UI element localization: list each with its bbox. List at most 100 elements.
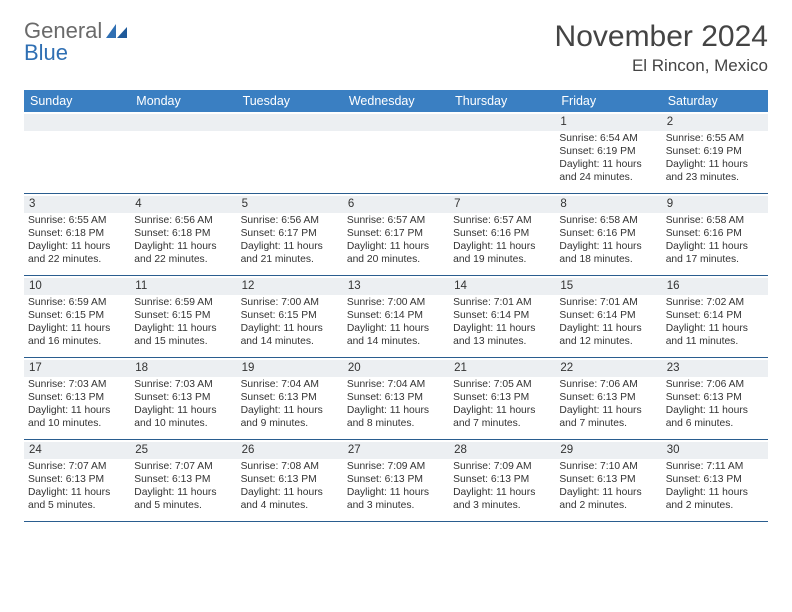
day-cell: 5Sunrise: 6:56 AMSunset: 6:17 PMDaylight… xyxy=(237,194,343,275)
daylight-line: Daylight: 11 hours and 14 minutes. xyxy=(241,322,339,348)
dow-cell: Thursday xyxy=(449,90,555,112)
day-cell: 26Sunrise: 7:08 AMSunset: 6:13 PMDayligh… xyxy=(237,440,343,521)
sunrise-line: Sunrise: 7:07 AM xyxy=(28,460,126,473)
dow-cell: Tuesday xyxy=(237,90,343,112)
logo-word-blue: Blue xyxy=(24,40,68,65)
dow-cell: Wednesday xyxy=(343,90,449,112)
day-number: 27 xyxy=(343,442,449,459)
sunset-line: Sunset: 6:14 PM xyxy=(347,309,445,322)
sunrise-line: Sunrise: 7:00 AM xyxy=(347,296,445,309)
daylight-line: Daylight: 11 hours and 10 minutes. xyxy=(134,404,232,430)
sunrise-line: Sunrise: 7:08 AM xyxy=(241,460,339,473)
daylight-line: Daylight: 11 hours and 22 minutes. xyxy=(134,240,232,266)
week-row: 3Sunrise: 6:55 AMSunset: 6:18 PMDaylight… xyxy=(24,194,768,276)
day-number: 17 xyxy=(24,360,130,377)
day-cell: 4Sunrise: 6:56 AMSunset: 6:18 PMDaylight… xyxy=(130,194,236,275)
day-cell: 19Sunrise: 7:04 AMSunset: 6:13 PMDayligh… xyxy=(237,358,343,439)
sunrise-line: Sunrise: 6:55 AM xyxy=(666,132,764,145)
sunset-line: Sunset: 6:18 PM xyxy=(134,227,232,240)
sunrise-line: Sunrise: 7:09 AM xyxy=(453,460,551,473)
day-cell: 6Sunrise: 6:57 AMSunset: 6:17 PMDaylight… xyxy=(343,194,449,275)
daylight-line: Daylight: 11 hours and 22 minutes. xyxy=(28,240,126,266)
daylight-line: Daylight: 11 hours and 7 minutes. xyxy=(453,404,551,430)
day-number: 22 xyxy=(555,360,661,377)
sunset-line: Sunset: 6:17 PM xyxy=(347,227,445,240)
day-number: 13 xyxy=(343,278,449,295)
sunrise-line: Sunrise: 6:56 AM xyxy=(134,214,232,227)
sunset-line: Sunset: 6:13 PM xyxy=(666,473,764,486)
day-number: 21 xyxy=(449,360,555,377)
daylight-line: Daylight: 11 hours and 5 minutes. xyxy=(28,486,126,512)
sunset-line: Sunset: 6:19 PM xyxy=(559,145,657,158)
daylight-line: Daylight: 11 hours and 2 minutes. xyxy=(666,486,764,512)
dow-cell: Friday xyxy=(555,90,661,112)
daylight-line: Daylight: 11 hours and 5 minutes. xyxy=(134,486,232,512)
sunset-line: Sunset: 6:13 PM xyxy=(347,473,445,486)
sunset-line: Sunset: 6:13 PM xyxy=(241,473,339,486)
day-number: 15 xyxy=(555,278,661,295)
day-cell: 22Sunrise: 7:06 AMSunset: 6:13 PMDayligh… xyxy=(555,358,661,439)
day-cell: 30Sunrise: 7:11 AMSunset: 6:13 PMDayligh… xyxy=(662,440,768,521)
day-number xyxy=(130,114,236,131)
sunrise-line: Sunrise: 7:02 AM xyxy=(666,296,764,309)
daylight-line: Daylight: 11 hours and 12 minutes. xyxy=(559,322,657,348)
sunset-line: Sunset: 6:16 PM xyxy=(666,227,764,240)
sunset-line: Sunset: 6:19 PM xyxy=(666,145,764,158)
daylight-line: Daylight: 11 hours and 11 minutes. xyxy=(666,322,764,348)
day-number: 19 xyxy=(237,360,343,377)
sunset-line: Sunset: 6:14 PM xyxy=(453,309,551,322)
sunset-line: Sunset: 6:18 PM xyxy=(28,227,126,240)
sunrise-line: Sunrise: 7:03 AM xyxy=(134,378,232,391)
day-number: 14 xyxy=(449,278,555,295)
day-number xyxy=(449,114,555,131)
daylight-line: Daylight: 11 hours and 21 minutes. xyxy=(241,240,339,266)
day-cell xyxy=(343,112,449,193)
sunrise-line: Sunrise: 6:56 AM xyxy=(241,214,339,227)
day-cell: 24Sunrise: 7:07 AMSunset: 6:13 PMDayligh… xyxy=(24,440,130,521)
sunset-line: Sunset: 6:13 PM xyxy=(28,473,126,486)
day-cell: 15Sunrise: 7:01 AMSunset: 6:14 PMDayligh… xyxy=(555,276,661,357)
daylight-line: Daylight: 11 hours and 20 minutes. xyxy=(347,240,445,266)
daylight-line: Daylight: 11 hours and 15 minutes. xyxy=(134,322,232,348)
sunrise-line: Sunrise: 7:01 AM xyxy=(453,296,551,309)
day-cell: 14Sunrise: 7:01 AMSunset: 6:14 PMDayligh… xyxy=(449,276,555,357)
day-cell: 20Sunrise: 7:04 AMSunset: 6:13 PMDayligh… xyxy=(343,358,449,439)
week-row: 1Sunrise: 6:54 AMSunset: 6:19 PMDaylight… xyxy=(24,112,768,194)
sunset-line: Sunset: 6:17 PM xyxy=(241,227,339,240)
day-cell: 25Sunrise: 7:07 AMSunset: 6:13 PMDayligh… xyxy=(130,440,236,521)
sunset-line: Sunset: 6:14 PM xyxy=(666,309,764,322)
day-number xyxy=(343,114,449,131)
day-cell: 12Sunrise: 7:00 AMSunset: 6:15 PMDayligh… xyxy=(237,276,343,357)
sunrise-line: Sunrise: 7:06 AM xyxy=(559,378,657,391)
sunrise-line: Sunrise: 6:58 AM xyxy=(666,214,764,227)
daylight-line: Daylight: 11 hours and 3 minutes. xyxy=(347,486,445,512)
sunrise-line: Sunrise: 7:07 AM xyxy=(134,460,232,473)
daylight-line: Daylight: 11 hours and 7 minutes. xyxy=(559,404,657,430)
sunrise-line: Sunrise: 7:03 AM xyxy=(28,378,126,391)
week-row: 24Sunrise: 7:07 AMSunset: 6:13 PMDayligh… xyxy=(24,440,768,522)
daylight-line: Daylight: 11 hours and 2 minutes. xyxy=(559,486,657,512)
day-cell: 10Sunrise: 6:59 AMSunset: 6:15 PMDayligh… xyxy=(24,276,130,357)
sunset-line: Sunset: 6:13 PM xyxy=(559,473,657,486)
day-cell: 11Sunrise: 6:59 AMSunset: 6:15 PMDayligh… xyxy=(130,276,236,357)
month-title: November 2024 xyxy=(555,20,768,54)
sunset-line: Sunset: 6:13 PM xyxy=(28,391,126,404)
day-cell xyxy=(237,112,343,193)
logo: General Blue xyxy=(24,20,128,64)
sunset-line: Sunset: 6:13 PM xyxy=(559,391,657,404)
sunset-line: Sunset: 6:16 PM xyxy=(453,227,551,240)
weeks-container: 1Sunrise: 6:54 AMSunset: 6:19 PMDaylight… xyxy=(24,112,768,522)
sunrise-line: Sunrise: 6:58 AM xyxy=(559,214,657,227)
daylight-line: Daylight: 11 hours and 17 minutes. xyxy=(666,240,764,266)
daylight-line: Daylight: 11 hours and 18 minutes. xyxy=(559,240,657,266)
day-cell: 7Sunrise: 6:57 AMSunset: 6:16 PMDaylight… xyxy=(449,194,555,275)
day-number: 7 xyxy=(449,196,555,213)
daylight-line: Daylight: 11 hours and 4 minutes. xyxy=(241,486,339,512)
day-cell: 1Sunrise: 6:54 AMSunset: 6:19 PMDaylight… xyxy=(555,112,661,193)
sunrise-line: Sunrise: 6:54 AM xyxy=(559,132,657,145)
daylight-line: Daylight: 11 hours and 9 minutes. xyxy=(241,404,339,430)
dow-cell: Sunday xyxy=(24,90,130,112)
day-cell: 16Sunrise: 7:02 AMSunset: 6:14 PMDayligh… xyxy=(662,276,768,357)
day-number: 23 xyxy=(662,360,768,377)
daylight-line: Daylight: 11 hours and 6 minutes. xyxy=(666,404,764,430)
